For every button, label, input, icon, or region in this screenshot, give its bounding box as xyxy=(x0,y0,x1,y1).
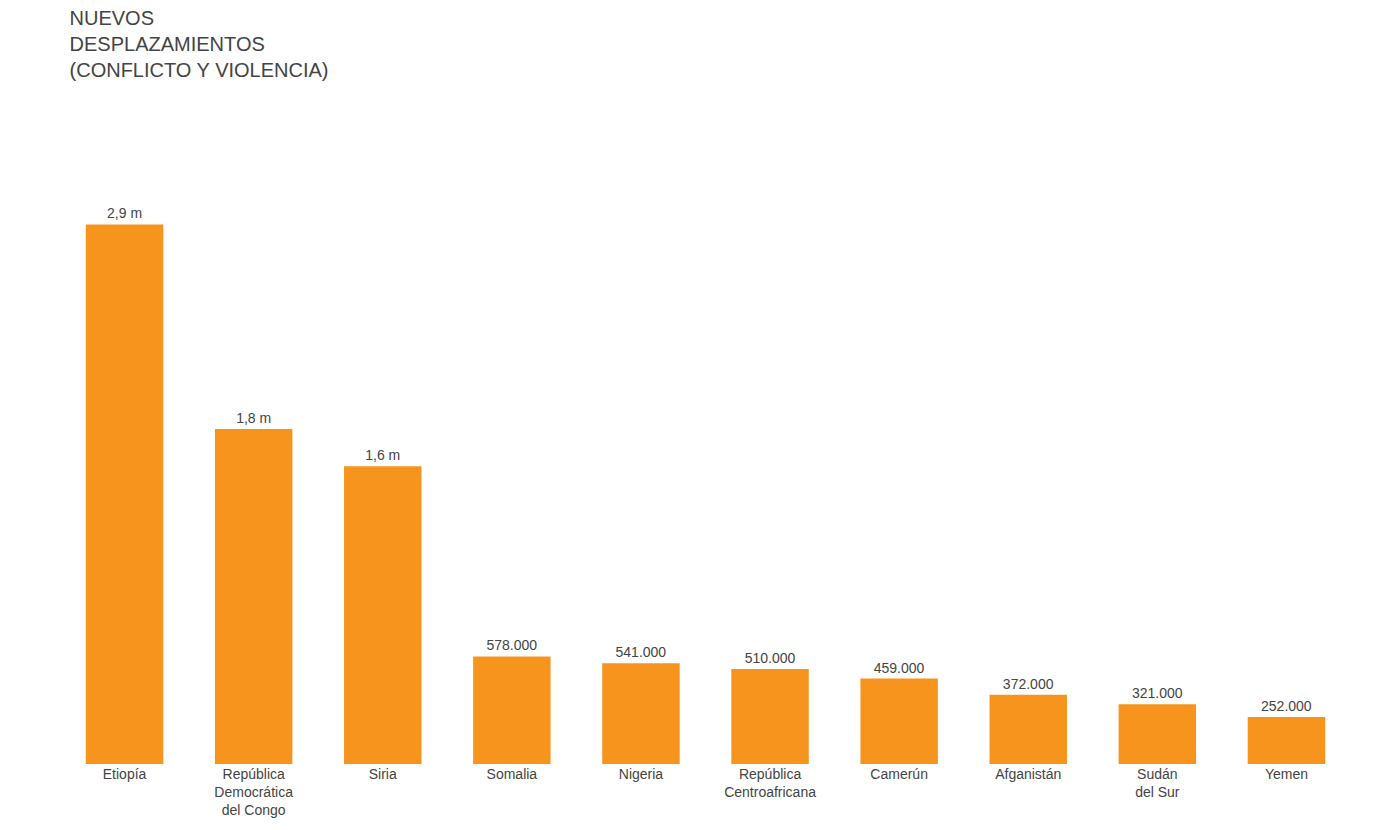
svg-text:510.000: 510.000 xyxy=(745,650,796,666)
svg-text:459.000: 459.000 xyxy=(874,660,925,676)
svg-text:578.000: 578.000 xyxy=(486,637,537,653)
svg-text:Etiopía: Etiopía xyxy=(103,766,147,782)
svg-text:1,6 m: 1,6 m xyxy=(365,447,400,463)
svg-text:Camerún: Camerún xyxy=(870,766,928,782)
svg-text:Somalia: Somalia xyxy=(487,766,538,782)
svg-text:321.000: 321.000 xyxy=(1132,685,1183,701)
svg-text:RepúblicaDemocráticadel Congo: RepúblicaDemocráticadel Congo xyxy=(214,766,293,818)
svg-text:Sudándel Sur: Sudándel Sur xyxy=(1135,766,1180,800)
svg-text:RepúblicaCentroafricana: RepúblicaCentroafricana xyxy=(724,766,816,800)
svg-text:Yemen: Yemen xyxy=(1265,766,1308,782)
svg-text:Nigeria: Nigeria xyxy=(619,766,664,782)
svg-text:372.000: 372.000 xyxy=(1003,676,1054,692)
svg-text:252.000: 252.000 xyxy=(1261,698,1312,714)
svg-text:NUEVOSDESPLAZAMIENTOS(CONFLICT: NUEVOSDESPLAZAMIENTOS(CONFLICTO Y VIOLEN… xyxy=(70,7,329,81)
svg-text:2,9 m: 2,9 m xyxy=(107,205,142,221)
svg-text:Afganistán: Afganistán xyxy=(995,766,1061,782)
svg-text:Siria: Siria xyxy=(369,766,397,782)
svg-text:1,8 m: 1,8 m xyxy=(236,410,271,426)
svg-text:541.000: 541.000 xyxy=(616,644,667,660)
